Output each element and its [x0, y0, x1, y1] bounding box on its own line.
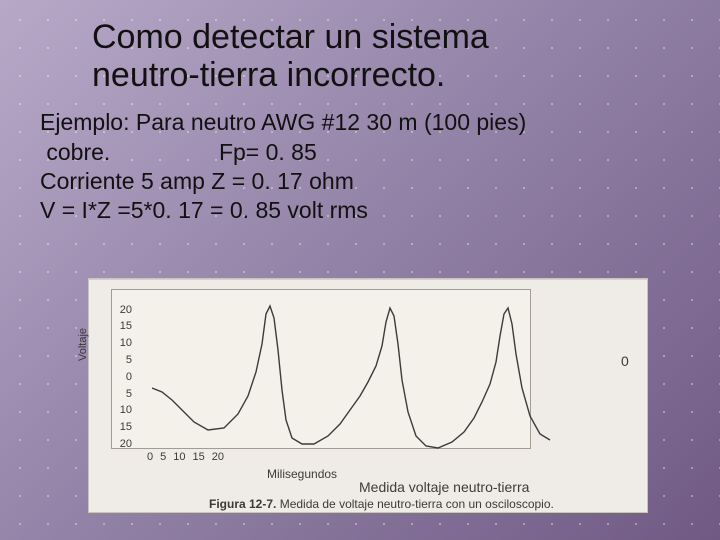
y-tick: 20 [120, 304, 132, 316]
y-tick: 15 [120, 421, 132, 433]
body-line-1: Ejemplo: Para neutro AWG #12 30 m (100 p… [40, 108, 686, 137]
body-text: Ejemplo: Para neutro AWG #12 30 m (100 p… [40, 108, 686, 226]
figure-caption-text: Medida de voltaje neutro-tierra con un o… [276, 497, 554, 511]
voltage-trace [152, 300, 552, 460]
y-axis-ticks: 20 15 10 5 0 5 10 15 20 [108, 300, 142, 460]
chart-area: 20 15 10 5 0 5 10 15 20 [111, 289, 531, 449]
figure-subtitle: Medida voltaje neutro-tierra [359, 479, 529, 495]
body-line-4: V = I*Z =5*0. 17 = 0. 85 volt rms [40, 196, 686, 225]
x-tick: 5 [160, 451, 166, 463]
body-line-2: cobre. Fp= 0. 85 [40, 138, 686, 167]
trace-polyline [152, 306, 550, 448]
figure-caption-bold: Figura 12-7. [209, 497, 276, 511]
x-axis-ticks: 05 10 15 20 [147, 451, 224, 463]
slide-title: Como detectar un sistema neutro-tierra i… [92, 18, 686, 94]
x-axis-label: Milisegundos [267, 467, 337, 481]
body-line-3: Corriente 5 amp Z = 0. 17 ohm [40, 167, 686, 196]
zero-marker-right: 0 [621, 353, 641, 373]
x-tick: 10 [173, 451, 185, 463]
y-tick: 20 [120, 438, 132, 450]
oscilloscope-figure: 201510505101520 Voltaje 05101520 Miliseg… [88, 278, 648, 513]
y-tick: 5 [126, 354, 132, 366]
title-line-1: Como detectar un sistema [92, 18, 489, 56]
x-tick: 0 [147, 451, 153, 463]
y-tick: 0 [126, 371, 132, 383]
y-tick: 15 [120, 320, 132, 332]
y-axis-label: Voltaje [77, 328, 89, 361]
slide: Como detectar un sistema neutro-tierra i… [0, 0, 720, 540]
y-tick: 10 [120, 337, 132, 349]
title-line-2: neutro-tierra incorrecto. [92, 56, 445, 94]
y-tick: 5 [126, 388, 132, 400]
y-tick: 10 [120, 404, 132, 416]
x-tick: 20 [212, 451, 224, 463]
figure-caption: Figura 12-7. Medida de voltaje neutro-ti… [209, 497, 554, 511]
x-tick: 15 [193, 451, 205, 463]
